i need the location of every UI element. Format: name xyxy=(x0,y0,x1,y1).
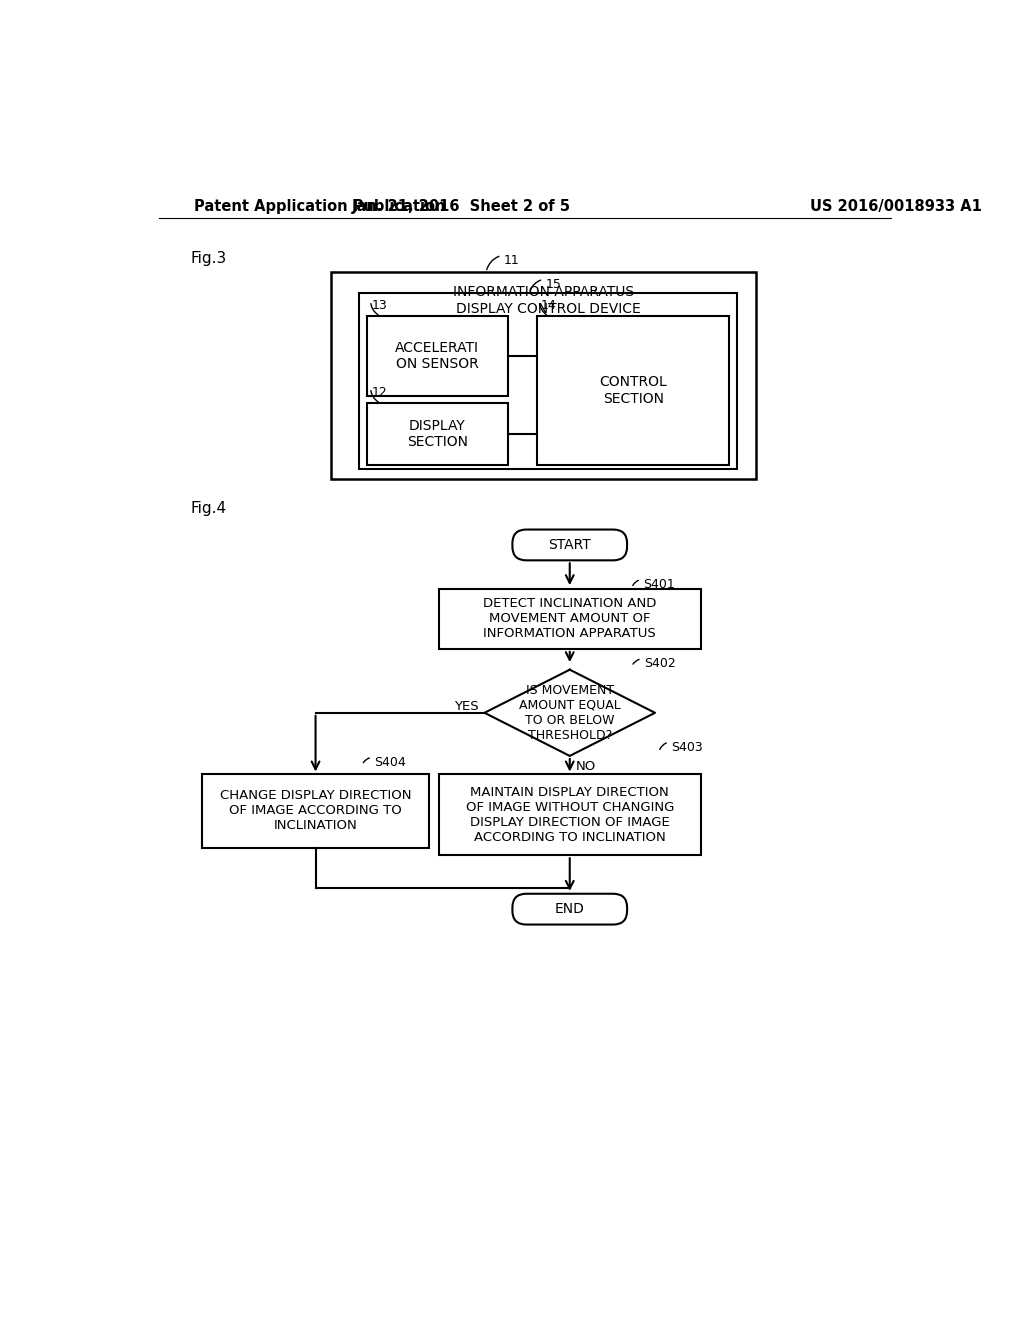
Text: DETECT INCLINATION AND
MOVEMENT AMOUNT OF
INFORMATION APPARATUS: DETECT INCLINATION AND MOVEMENT AMOUNT O… xyxy=(483,598,656,640)
Text: IS MOVEMENT
AMOUNT EQUAL
TO OR BELOW
THRESHOLD?: IS MOVEMENT AMOUNT EQUAL TO OR BELOW THR… xyxy=(519,684,621,742)
Text: DISPLAY CONTROL DEVICE: DISPLAY CONTROL DEVICE xyxy=(456,301,640,315)
Text: US 2016/0018933 A1: US 2016/0018933 A1 xyxy=(810,198,982,214)
Text: S401: S401 xyxy=(643,578,675,591)
Text: MAINTAIN DISPLAY DIRECTION
OF IMAGE WITHOUT CHANGING
DISPLAY DIRECTION OF IMAGE
: MAINTAIN DISPLAY DIRECTION OF IMAGE WITH… xyxy=(466,785,674,843)
Text: 11: 11 xyxy=(504,253,519,267)
Bar xyxy=(203,775,429,847)
Text: S403: S403 xyxy=(672,741,703,754)
Text: S404: S404 xyxy=(375,756,407,770)
Text: 12: 12 xyxy=(372,387,388,400)
Text: Fig.4: Fig.4 xyxy=(190,502,226,516)
Text: CHANGE DISPLAY DIRECTION
OF IMAGE ACCORDING TO
INCLINATION: CHANGE DISPLAY DIRECTION OF IMAGE ACCORD… xyxy=(220,789,412,833)
Bar xyxy=(359,293,737,469)
Text: 13: 13 xyxy=(372,300,388,313)
Text: Fig.3: Fig.3 xyxy=(190,251,226,267)
Text: CONTROL
SECTION: CONTROL SECTION xyxy=(599,375,668,405)
Text: INFORMATION APPARATUS: INFORMATION APPARATUS xyxy=(453,285,634,298)
Text: ACCELERATI
ON SENSOR: ACCELERATI ON SENSOR xyxy=(395,341,479,371)
Text: NO: NO xyxy=(575,760,596,774)
Bar xyxy=(538,317,729,465)
Bar xyxy=(438,775,700,855)
FancyBboxPatch shape xyxy=(512,529,627,561)
Text: START: START xyxy=(549,539,591,552)
Text: Patent Application Publication: Patent Application Publication xyxy=(194,198,445,214)
Text: 14: 14 xyxy=(541,300,557,313)
Text: DISPLAY
SECTION: DISPLAY SECTION xyxy=(407,418,468,449)
Bar xyxy=(367,317,508,396)
Text: END: END xyxy=(555,902,585,916)
Bar xyxy=(331,272,756,479)
Text: YES: YES xyxy=(454,700,478,713)
Bar xyxy=(438,589,700,649)
FancyBboxPatch shape xyxy=(512,894,627,924)
Text: 15: 15 xyxy=(546,277,561,290)
Bar xyxy=(367,404,508,465)
Text: S402: S402 xyxy=(644,657,676,671)
Text: Jan. 21, 2016  Sheet 2 of 5: Jan. 21, 2016 Sheet 2 of 5 xyxy=(352,198,570,214)
